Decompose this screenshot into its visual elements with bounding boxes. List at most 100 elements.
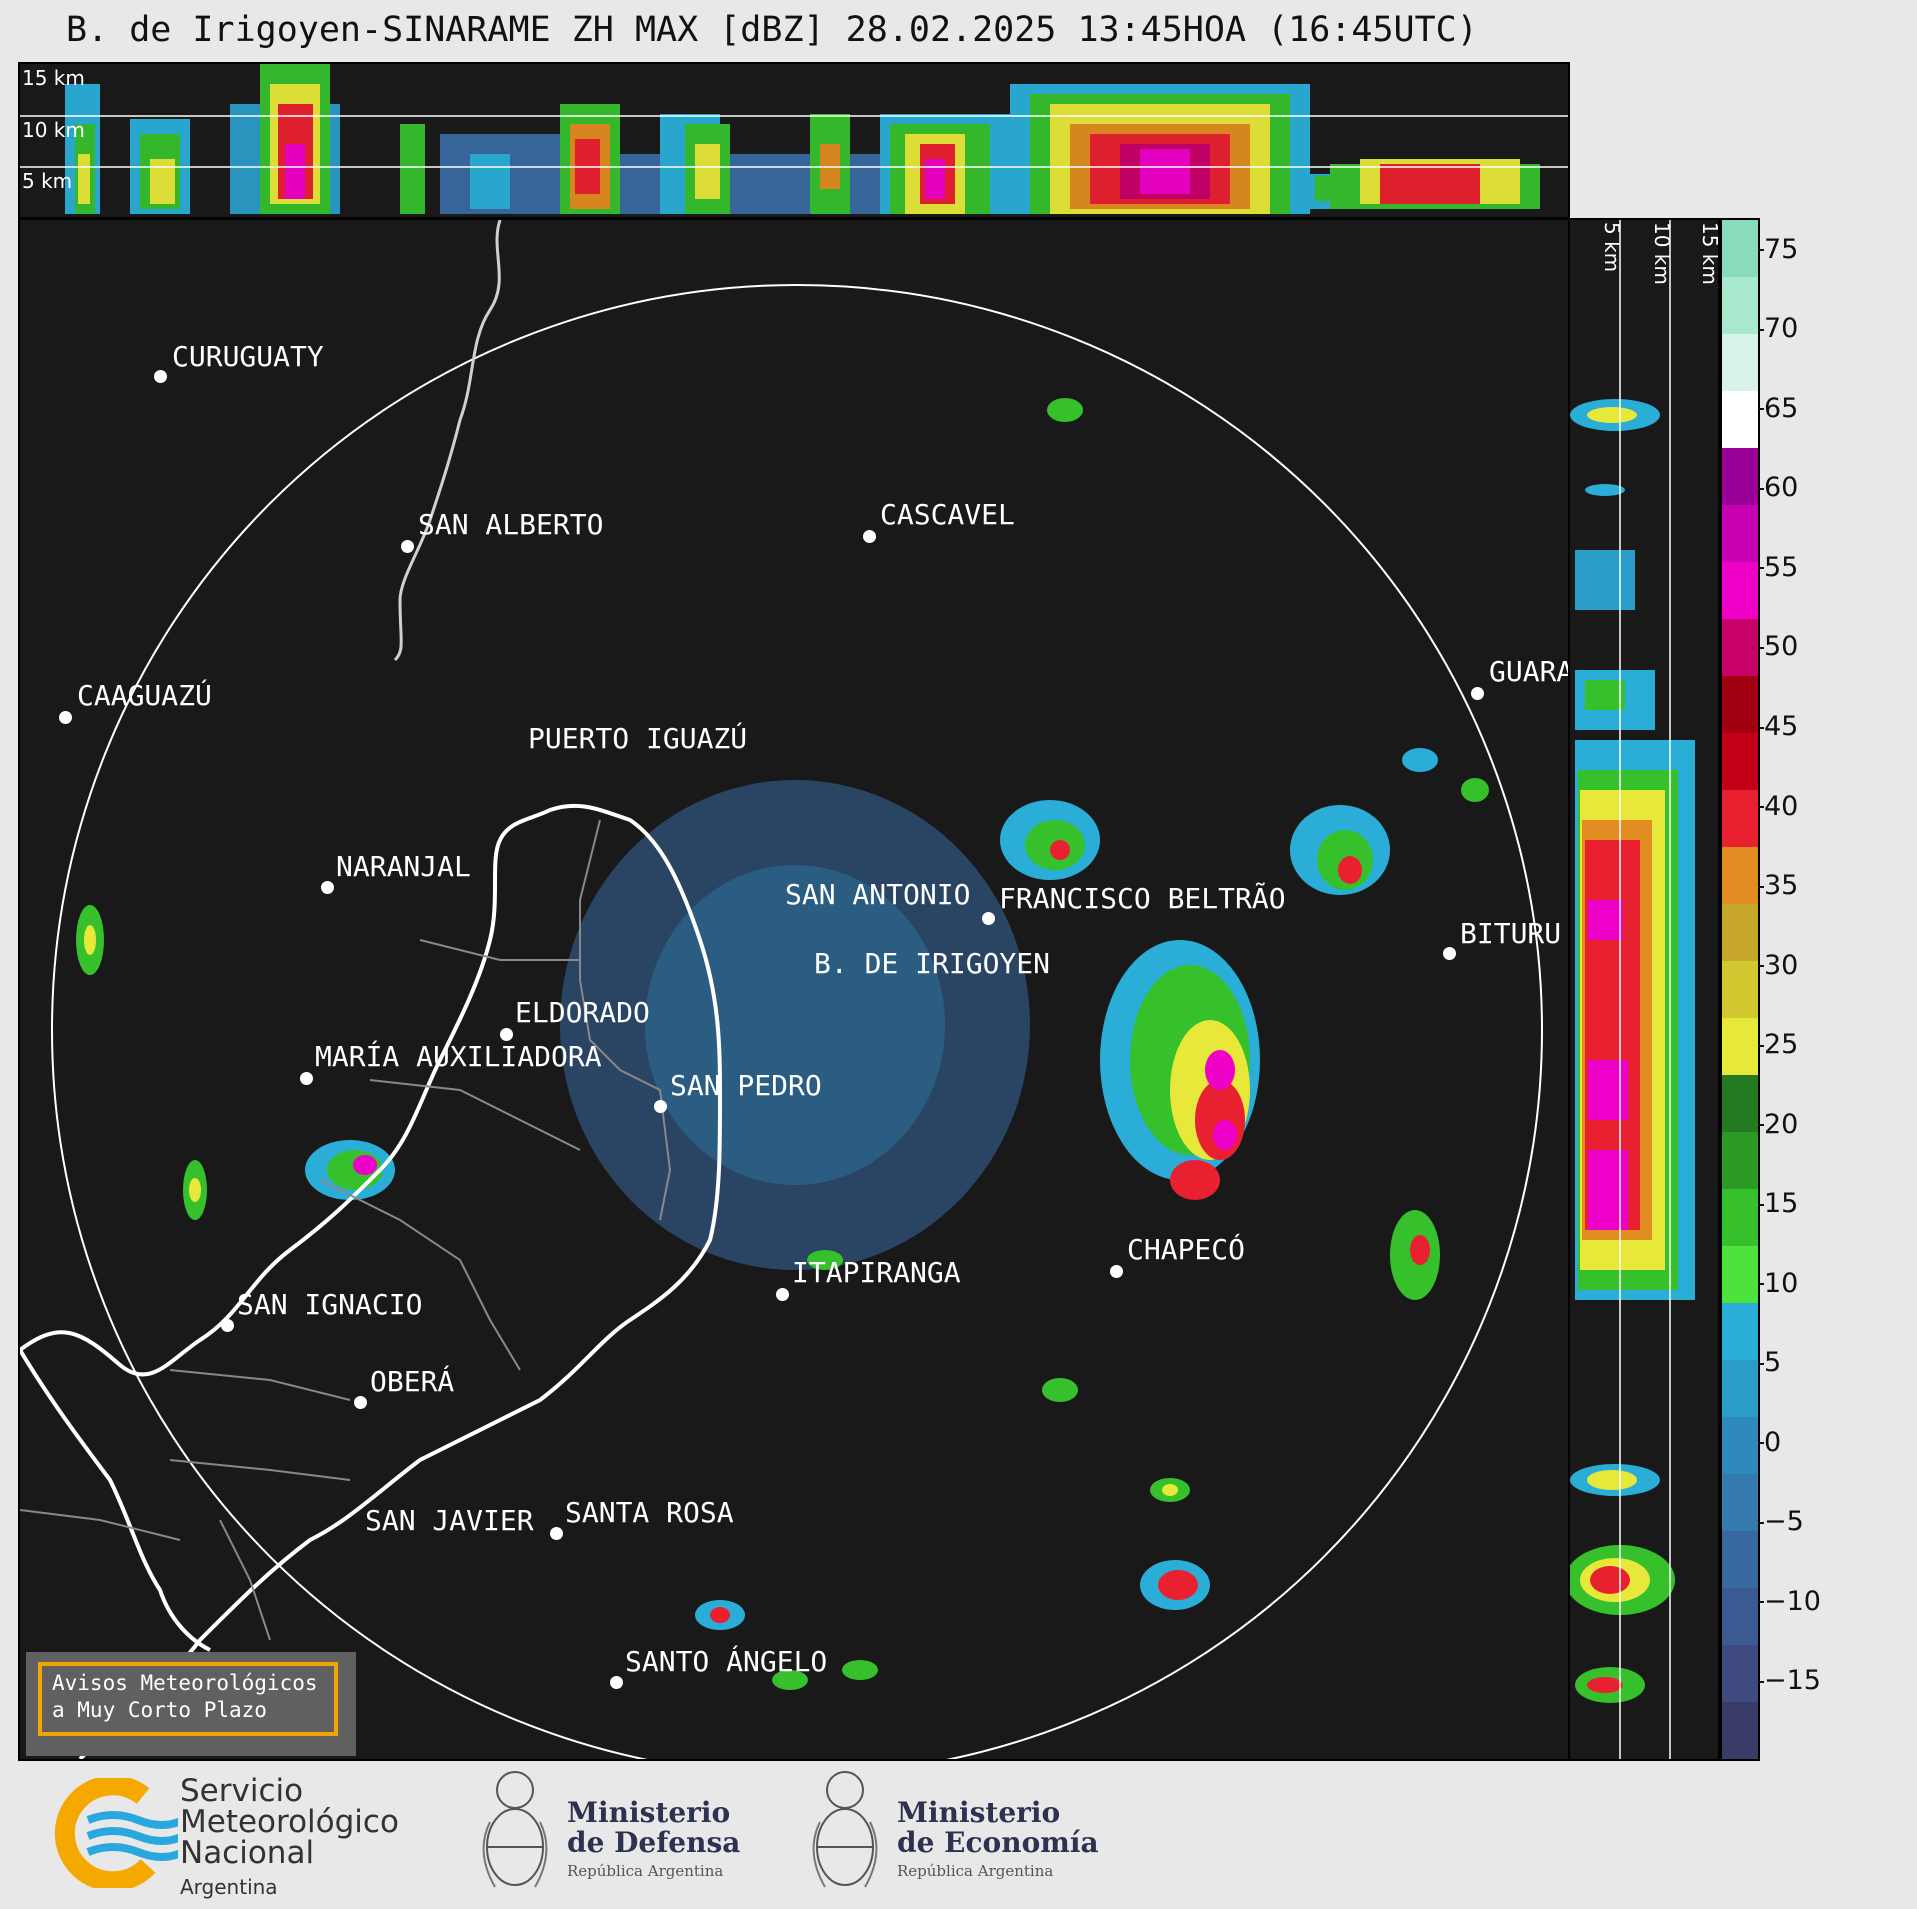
colorbar-tick-label: 65 (1757, 392, 1799, 424)
colorbar-segment (1722, 847, 1758, 904)
city-dot-eldorado (500, 1028, 513, 1041)
colorbar-segment (1722, 1531, 1758, 1588)
escudo-economia-icon (812, 1771, 878, 1888)
colorbar-segment (1722, 1189, 1758, 1246)
side-height-label-15km: 15 km (1698, 222, 1720, 285)
colorbar-tick-label: 5 (1757, 1347, 1782, 1379)
colorbar-segment (1722, 1075, 1758, 1132)
avisos-frame: Avisos Meteorológicos a Muy Corto Plazo (38, 1662, 338, 1736)
city-dot-san-ignacio (221, 1319, 234, 1332)
city-label-eldorado: ELDORADO (515, 996, 650, 1029)
colorbar-segment (1722, 1303, 1758, 1360)
colorbar-segment (1722, 1645, 1758, 1702)
page-title: B. de Irigoyen-SINARAME ZH MAX [dBZ] 28.… (66, 10, 1478, 50)
colorbar-tick-label: 20 (1757, 1108, 1799, 1140)
city-dot-francisco-beltrao (982, 912, 995, 925)
city-dot-san-alberto (401, 540, 414, 553)
city-dot-santo-angelo (610, 1676, 623, 1689)
city-dot-obera (354, 1396, 367, 1409)
colorbar-segment (1722, 790, 1758, 847)
colorbar-segment (1722, 1702, 1758, 1759)
colorbar-segment (1722, 277, 1758, 334)
economia-line1: Ministerio (897, 1796, 1061, 1829)
city-label-san-antonio: SAN ANTONIO (785, 878, 971, 911)
smn-line1: Servicio (180, 1773, 304, 1809)
city-label-b-de-irigoyen: B. DE IRIGOYEN (814, 947, 1051, 980)
top-cross-section: 15 km 10 km 5 km (18, 62, 1570, 219)
colorbar-tick-label: 60 (1757, 472, 1799, 504)
side-cross-section: 5 km 10 km 15 km (1568, 218, 1720, 1761)
side-cross-section-echoes (1570, 220, 1695, 1759)
colorbar-segment (1722, 619, 1758, 676)
colorbar-segment (1722, 676, 1758, 733)
radar-map[interactable]: CURUGUATY SAN ALBERTO CASCAVEL CAAGUAZÚ … (18, 218, 1570, 1761)
city-dot-itapiranga (776, 1288, 789, 1301)
city-dot-san-pedro (654, 1100, 667, 1113)
city-label-bituru: BITURU (1460, 917, 1562, 950)
colorbar-segment (1722, 448, 1758, 505)
city-label-san-ignacio: SAN IGNACIO (237, 1288, 423, 1321)
colorbar-tick-label: 70 (1757, 313, 1799, 345)
economia-line2: de Economía (897, 1826, 1099, 1859)
defensa-logo-text: Ministerio de Defensa República Argentin… (567, 1796, 741, 1881)
colorbar-segment (1722, 1588, 1758, 1645)
colorbar-tick-label: 0 (1757, 1426, 1782, 1458)
height-label-15km: 15 km (22, 66, 85, 90)
colorbar-tick-label: −5 (1758, 1506, 1804, 1538)
escudo-defensa-icon (482, 1771, 548, 1888)
smn-line4: Argentina (180, 1875, 278, 1899)
smn-logo-text: Servicio Meteorológico Nacional Argentin… (180, 1776, 399, 1903)
colorbar-tick-label: 35 (1757, 870, 1799, 902)
economia-line3: República Argentina (897, 1862, 1054, 1880)
colorbar-segment (1722, 961, 1758, 1018)
colorbar-tick-label: 75 (1757, 233, 1799, 265)
side-height-label-10km: 10 km (1650, 222, 1674, 285)
colorbar-segment (1722, 562, 1758, 619)
colorbar-tick-label: 45 (1757, 711, 1799, 743)
city-dot-guara (1471, 687, 1484, 700)
colorbar (1720, 218, 1760, 1761)
city-label-san-alberto: SAN ALBERTO (418, 508, 604, 541)
colorbar-segment (1722, 1360, 1758, 1417)
side-height-label-5km: 5 km (1600, 222, 1624, 273)
colorbar-segment (1722, 1132, 1758, 1189)
city-dot-chapeco (1110, 1265, 1123, 1278)
city-label-obera: OBERÁ (370, 1365, 455, 1398)
colorbar-segment (1722, 391, 1758, 448)
city-label-francisco-beltrao: FRANCISCO BELTRÃO (999, 882, 1286, 915)
height-label-10km: 10 km (22, 118, 85, 142)
colorbar-segment (1722, 1417, 1758, 1474)
colorbar-segment (1722, 220, 1758, 277)
smn-line3: Nacional (180, 1835, 315, 1871)
colorbar-tick-label: −10 (1758, 1585, 1821, 1617)
economia-logo-text: Ministerio de Economía República Argenti… (897, 1796, 1099, 1881)
colorbar-tick-label: 40 (1757, 790, 1799, 822)
city-dot-naranjal (321, 881, 334, 894)
city-dot-santa-rosa (550, 1527, 563, 1540)
city-dot-curuguaty (154, 370, 167, 383)
defensa-line2: de Defensa (567, 1826, 741, 1859)
top-cross-section-echoes (20, 64, 1568, 214)
city-label-itapiranga: ITAPIRANGA (792, 1256, 961, 1289)
colorbar-segment (1722, 505, 1758, 562)
colorbar-tick-label: 15 (1757, 1188, 1799, 1220)
colorbar-segment (1722, 904, 1758, 961)
city-label-puerto-iguazu: PUERTO IGUAZÚ (528, 722, 748, 755)
city-label-cascavel: CASCAVEL (880, 498, 1015, 531)
city-dot-caaguazu (59, 711, 72, 724)
radar-map-canvas (20, 220, 1543, 1759)
city-label-maria-auxiliadora: MARÍA AUXILIADORA (315, 1040, 602, 1073)
colorbar-tick-label: 30 (1757, 949, 1799, 981)
colorbar-tick-label: −15 (1758, 1665, 1821, 1697)
defensa-line1: Ministerio (567, 1796, 731, 1829)
smn-line2: Meteorológico (180, 1804, 399, 1840)
city-label-guara: GUARA (1489, 655, 1570, 688)
avisos-box[interactable]: Avisos Meteorológicos a Muy Corto Plazo (26, 1652, 356, 1756)
city-dot-bituru (1443, 947, 1456, 960)
city-label-caaguazu: CAAGUAZÚ (77, 679, 212, 712)
avisos-line1: Avisos Meteorológicos (52, 1671, 318, 1695)
colorbar-segment (1722, 334, 1758, 391)
city-dot-cascavel (863, 530, 876, 543)
colorbar-tick-label: 55 (1757, 551, 1799, 583)
city-label-chapeco: CHAPECÓ (1127, 1233, 1246, 1266)
